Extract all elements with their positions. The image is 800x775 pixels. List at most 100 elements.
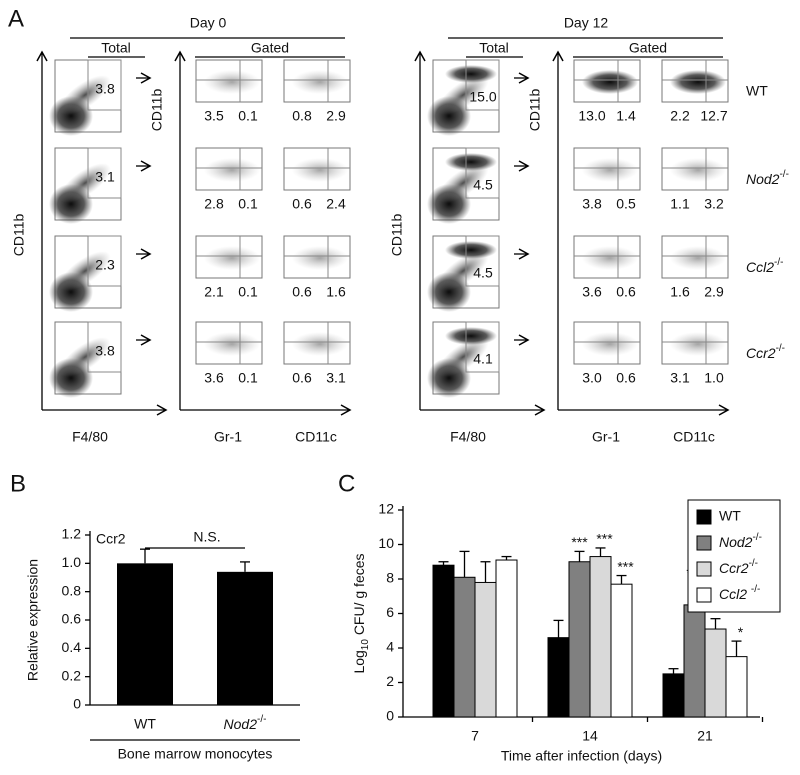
text-part: -/- bbox=[774, 257, 783, 268]
gate-value: 2.3 bbox=[95, 257, 115, 273]
flow-cloud bbox=[204, 332, 260, 356]
legend-label: Ccr2-/- bbox=[719, 558, 758, 576]
flow-cloud bbox=[437, 251, 489, 291]
axis-label: Gr-1 bbox=[592, 429, 620, 445]
gate-value: 1.4 bbox=[616, 108, 636, 124]
gate-value: 0.6 bbox=[616, 370, 636, 386]
gate-value: 3.2 bbox=[704, 196, 724, 212]
bar bbox=[662, 673, 685, 718]
panel-letter: B bbox=[10, 470, 26, 497]
group-label: Total bbox=[479, 40, 509, 56]
arrow-head bbox=[36, 50, 48, 62]
flow-cloud bbox=[670, 332, 726, 356]
y-tick-label: 8 bbox=[386, 570, 394, 586]
gate-value: 3.1 bbox=[670, 370, 690, 386]
flow-cloud bbox=[59, 251, 111, 291]
legend-swatch bbox=[696, 561, 712, 577]
flow-cloud bbox=[445, 65, 497, 83]
gate bbox=[465, 59, 500, 111]
text-part: -/- bbox=[779, 169, 788, 180]
y-tick-label: 1.0 bbox=[62, 554, 82, 570]
gate-value: 3.8 bbox=[95, 343, 115, 359]
flow-cloud bbox=[437, 75, 489, 115]
gate bbox=[87, 147, 122, 199]
y-tick-label: 0 bbox=[386, 708, 394, 724]
axis-label: F4/80 bbox=[450, 429, 486, 445]
text-part: Nod2 bbox=[746, 171, 780, 187]
axis-title: Relative expression bbox=[25, 559, 41, 681]
flow-cloud bbox=[59, 75, 111, 115]
bar bbox=[495, 559, 518, 718]
gate bbox=[87, 235, 122, 287]
y-tick-label: 12 bbox=[378, 501, 394, 517]
flow-cloud bbox=[582, 70, 638, 94]
arrow-head bbox=[518, 248, 530, 260]
axis-label: CD11c bbox=[295, 429, 337, 445]
text-part: -/- bbox=[776, 343, 785, 354]
text-part: 10 bbox=[360, 639, 371, 651]
flow-cloud bbox=[582, 332, 638, 356]
flow-cloud bbox=[59, 163, 111, 203]
panel-letter: C bbox=[338, 470, 355, 497]
arrow-head bbox=[140, 160, 152, 172]
axis-label: CD11b bbox=[149, 89, 165, 132]
axis-label: CD11c bbox=[673, 429, 715, 445]
y-tick-label: 0.6 bbox=[62, 611, 82, 627]
flow-cloud bbox=[670, 246, 726, 270]
gate bbox=[465, 321, 500, 373]
arrow-head bbox=[552, 50, 564, 62]
flow-cloud bbox=[292, 246, 348, 270]
axis-label: Gr-1 bbox=[214, 429, 242, 445]
flow-cloud bbox=[59, 337, 111, 377]
text-part: Nod2 bbox=[224, 716, 258, 732]
bar bbox=[117, 563, 173, 705]
text-part: Ccl2 bbox=[746, 259, 774, 275]
arrow-head bbox=[414, 50, 426, 62]
flow-cloud bbox=[670, 70, 726, 94]
text-part: -/- bbox=[749, 558, 758, 569]
flow-cloud bbox=[582, 246, 638, 270]
group-label: Total bbox=[101, 40, 131, 56]
significance-label: N.S. bbox=[193, 529, 220, 545]
flow-cloud bbox=[445, 327, 497, 345]
gate bbox=[87, 321, 122, 373]
legend-label: WT bbox=[719, 508, 741, 524]
gate bbox=[465, 147, 500, 199]
bar bbox=[589, 556, 612, 718]
arrow-head bbox=[140, 72, 152, 84]
gate-value: 2.9 bbox=[326, 108, 346, 124]
day-title: Day 12 bbox=[564, 15, 609, 31]
significance-label: *** bbox=[571, 534, 588, 550]
gate-value: 0.1 bbox=[238, 284, 258, 300]
gate-value: 0.6 bbox=[292, 196, 312, 212]
gate-value: 0.6 bbox=[292, 370, 312, 386]
legend-swatch bbox=[696, 509, 712, 525]
y-tick-label: 0.2 bbox=[62, 667, 82, 683]
axis-label: CD11b bbox=[527, 89, 543, 132]
gate-value: 4.5 bbox=[473, 177, 493, 193]
arrow-head bbox=[718, 404, 730, 416]
significance-label: *** bbox=[596, 531, 613, 547]
gate-value: 1.0 bbox=[704, 370, 724, 386]
bar bbox=[453, 576, 476, 718]
day-title: Day 0 bbox=[190, 15, 227, 31]
genotype-label: Ccl2-/- bbox=[746, 257, 783, 275]
text-part: CFU/ g feces bbox=[351, 553, 367, 639]
gate-value: 4.5 bbox=[473, 265, 493, 281]
gate bbox=[87, 59, 122, 111]
arrow-head bbox=[534, 404, 546, 416]
text-part: Log bbox=[351, 650, 367, 673]
x-tick-label: 21 bbox=[697, 728, 713, 744]
group-label: Gated bbox=[251, 40, 289, 56]
flow-cloud bbox=[204, 158, 260, 182]
arrow-head bbox=[518, 160, 530, 172]
panel-letter: A bbox=[8, 5, 24, 32]
gate-value: 3.5 bbox=[204, 108, 224, 124]
y-tick-label: 0 bbox=[73, 696, 81, 712]
gate-value: 3.6 bbox=[582, 284, 602, 300]
genotype-label: Nod2-/- bbox=[746, 169, 789, 187]
axis-title: Log10 CFU/ g feces bbox=[351, 553, 371, 673]
bar bbox=[568, 561, 591, 718]
gate-value: 1.1 bbox=[670, 196, 690, 212]
